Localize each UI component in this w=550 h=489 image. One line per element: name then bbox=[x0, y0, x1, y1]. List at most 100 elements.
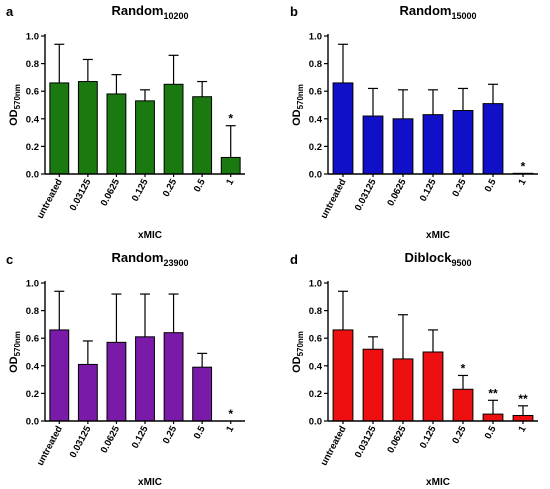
y-tick-label: 0.8 bbox=[26, 59, 39, 70]
bar-0.125 bbox=[422, 114, 444, 175]
chart-title-subscript: 15000 bbox=[451, 11, 476, 21]
y-tick-label: 0.6 bbox=[309, 334, 322, 345]
chart-title-subscript: 9500 bbox=[451, 258, 471, 268]
chart-title: Random10200 bbox=[111, 3, 188, 21]
y-tick-label: 0.2 bbox=[26, 389, 39, 400]
chart-title: Random15000 bbox=[399, 3, 476, 21]
bar-0.5 bbox=[482, 103, 504, 175]
x-axis-label: xMIC bbox=[138, 230, 162, 241]
x-tick-label: 0.5 bbox=[192, 177, 208, 194]
x-tick-label: 0.0625 bbox=[385, 424, 409, 455]
y-tick-label: 0.0 bbox=[309, 417, 322, 428]
significance-marker: * bbox=[461, 361, 466, 375]
x-tick-label: 0.0625 bbox=[99, 177, 123, 208]
x-tick-label: 0.125 bbox=[418, 177, 439, 204]
y-tick-label: 0.6 bbox=[26, 87, 39, 98]
bar-0.25 bbox=[452, 110, 474, 175]
x-tick-label: 1 bbox=[516, 177, 529, 187]
bar-0.0625 bbox=[106, 93, 127, 175]
y-axis-label: OD570nm bbox=[8, 84, 22, 126]
chart-title-text: Random bbox=[111, 3, 163, 18]
significance-marker: * bbox=[228, 407, 233, 421]
bar-untreated bbox=[332, 82, 354, 175]
chart-title-text: Random bbox=[399, 3, 451, 18]
bar-0.5 bbox=[192, 366, 213, 422]
x-tick-label: 0.0625 bbox=[99, 424, 123, 455]
y-tick-label: 1.0 bbox=[26, 32, 39, 43]
chart-title-subscript: 23900 bbox=[163, 258, 188, 268]
y-tick-label: 0.6 bbox=[309, 87, 322, 98]
bar-0.0625 bbox=[106, 341, 127, 422]
y-axis-label-subscript: 570nm bbox=[296, 84, 305, 109]
x-tick-label: 0.25 bbox=[161, 177, 180, 199]
bar-0.5 bbox=[482, 413, 504, 422]
x-tick-label: 1 bbox=[224, 424, 237, 434]
x-tick-label: 0.03125 bbox=[68, 177, 94, 213]
x-tick-label: 0.125 bbox=[418, 424, 439, 451]
y-axis-label: OD570nm bbox=[291, 84, 305, 126]
y-tick-label: 0.8 bbox=[309, 306, 322, 317]
y-tick-label: 0.4 bbox=[309, 114, 323, 125]
y-tick-label: 0.4 bbox=[26, 114, 40, 125]
y-tick-label: 0.8 bbox=[309, 59, 322, 70]
chart-panel-d: d Diblock9500 OD570nm 0.0 0.2 0.4 0.6 0.8 1.0 unt… bbox=[290, 250, 538, 488]
x-tick-label: 0.03125 bbox=[353, 424, 379, 460]
significance-marker: ** bbox=[488, 386, 498, 400]
y-tick-label: 0.4 bbox=[26, 361, 40, 372]
bar-0.25 bbox=[163, 332, 184, 422]
y-tick-label: 0.2 bbox=[26, 142, 39, 153]
x-tick-label: untreated bbox=[35, 177, 65, 221]
x-tick-label: 0.5 bbox=[192, 424, 208, 441]
bar-1 bbox=[512, 414, 534, 422]
y-tick-label: 0.0 bbox=[26, 170, 39, 181]
x-tick-label: untreated bbox=[35, 424, 65, 468]
x-tick-label: 0.5 bbox=[483, 424, 499, 441]
x-tick-label: 0.03125 bbox=[353, 177, 379, 213]
y-axis-label-text: OD bbox=[291, 356, 303, 373]
x-tick-label: 0.25 bbox=[450, 424, 469, 446]
x-tick-label: 1 bbox=[516, 424, 529, 434]
chart-panel-c: c Random23900 OD570nm 0.0 0.2 0.4 0.6 0.8 1.0 unt… bbox=[6, 250, 245, 488]
y-axis-label-subscript: 570nm bbox=[13, 331, 22, 356]
panel-letter: c bbox=[6, 252, 13, 267]
y-axis-label-text: OD bbox=[291, 109, 303, 126]
x-tick-label: 0.125 bbox=[130, 177, 151, 204]
bar-0.125 bbox=[422, 351, 444, 422]
y-axis-label: OD570nm bbox=[8, 331, 22, 373]
panel-letter: a bbox=[6, 4, 14, 19]
chart-title: Diblock9500 bbox=[405, 250, 472, 268]
bar-0.125 bbox=[135, 100, 155, 175]
x-tick-label: 0.0625 bbox=[385, 177, 409, 208]
bar-0.03125 bbox=[362, 115, 384, 175]
x-axis-label: xMIC bbox=[426, 230, 450, 241]
significance-marker: ** bbox=[518, 392, 528, 406]
significance-marker: * bbox=[228, 112, 233, 126]
y-tick-label: 0.0 bbox=[26, 417, 39, 428]
y-axis-label-subscript: 570nm bbox=[296, 331, 305, 356]
x-tick-label: 0.125 bbox=[130, 424, 151, 451]
x-tick-label: 1 bbox=[224, 177, 237, 187]
bar-0.03125 bbox=[362, 348, 384, 422]
x-tick-label: 0.03125 bbox=[68, 424, 94, 460]
y-tick-label: 1.0 bbox=[309, 279, 322, 290]
y-tick-label: 0.2 bbox=[309, 389, 322, 400]
bar-0.0625 bbox=[392, 358, 414, 422]
bar-0.25 bbox=[163, 83, 184, 175]
x-tick-label: untreated bbox=[319, 177, 349, 221]
x-axis-label: xMIC bbox=[426, 477, 450, 488]
y-tick-label: 0.0 bbox=[309, 170, 322, 181]
bar-0.125 bbox=[135, 336, 155, 422]
x-tick-label: 0.25 bbox=[450, 177, 469, 199]
y-tick-label: 0.8 bbox=[26, 306, 39, 317]
chart-title: Random23900 bbox=[111, 250, 188, 268]
x-tick-label: untreated bbox=[319, 424, 349, 468]
y-tick-label: 0.2 bbox=[309, 142, 322, 153]
y-tick-label: 1.0 bbox=[309, 32, 322, 43]
chart-panel-b: b Random15000 OD570nm 0.0 0.2 0.4 0.6 0.8 1.0 unt… bbox=[290, 3, 538, 241]
y-axis-label-subscript: 570nm bbox=[13, 84, 22, 109]
bar-0.0625 bbox=[392, 118, 414, 175]
bar-0.03125 bbox=[77, 81, 98, 175]
y-axis-label: OD570nm bbox=[291, 331, 305, 373]
bar-0.03125 bbox=[77, 363, 98, 422]
